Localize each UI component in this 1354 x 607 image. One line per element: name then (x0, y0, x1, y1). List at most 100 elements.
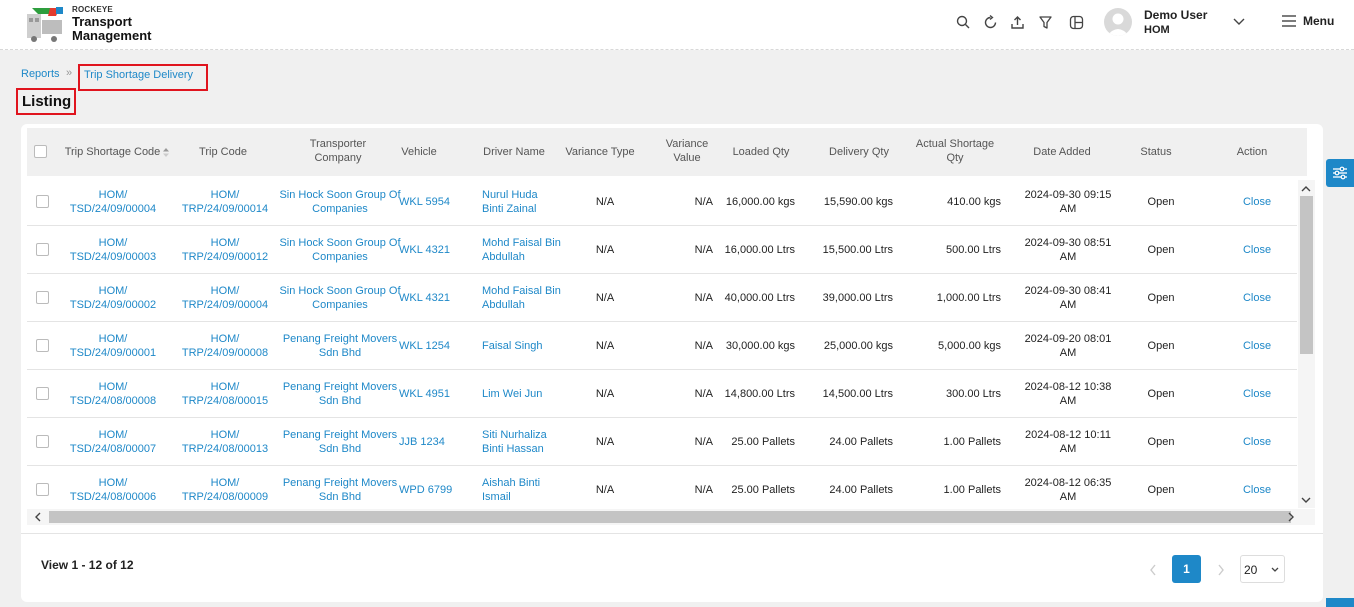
breadcrumb-reports[interactable]: Reports (21, 68, 60, 80)
cell-trip-code[interactable]: HOM/ TRP/24/08/00015 (181, 381, 269, 407)
cell-date-added: 2024-09-30 08:41 AM (1024, 285, 1112, 311)
cell-trip-code[interactable]: HOM/ TRP/24/08/00013 (181, 429, 269, 455)
chevron-down-icon[interactable] (1232, 14, 1246, 32)
menu-button[interactable]: Menu (1281, 14, 1334, 28)
cell-trip-shortage-code[interactable]: HOM/ TSD/24/09/00003 (69, 237, 157, 263)
select-all-checkbox[interactable] (34, 145, 47, 158)
cell-trip-shortage-code[interactable]: HOM/ TSD/24/08/00006 (69, 477, 157, 503)
column-header-delivery-qty[interactable]: Delivery Qty (829, 146, 889, 158)
cell-variance-type: N/A (595, 244, 615, 256)
close-action-link[interactable]: Close (1242, 196, 1272, 208)
cell-delivery-qty: 24.00 Pallets (829, 484, 893, 496)
table-row: HOM/ TSD/24/09/00002 HOM/ TRP/24/09/00004… (27, 274, 1297, 322)
cell-transporter-company[interactable]: Sin Hock Soon Group Of Companies (279, 285, 401, 311)
cell-trip-code[interactable]: HOM/ TRP/24/09/00004 (181, 285, 269, 311)
close-action-link[interactable]: Close (1242, 244, 1272, 256)
bottom-side-tab[interactable] (1326, 598, 1354, 607)
cell-trip-shortage-code[interactable]: HOM/ TSD/24/09/00001 (69, 333, 157, 359)
cell-vehicle[interactable]: WKL 4951 (399, 388, 450, 400)
cell-driver-name[interactable]: Lim Wei Jun (482, 388, 543, 400)
column-header-variance-type[interactable]: Variance Type (565, 146, 635, 158)
column-header-date-added[interactable]: Date Added (1033, 146, 1091, 158)
breadcrumb-separator: » (66, 67, 73, 79)
scroll-left-icon[interactable] (30, 510, 44, 524)
cell-trip-shortage-code[interactable]: HOM/ TSD/24/08/00008 (69, 381, 157, 407)
cell-trip-code[interactable]: HOM/ TRP/24/09/00008 (181, 333, 269, 359)
cell-vehicle[interactable]: WKL 4321 (399, 292, 450, 304)
scroll-down-icon[interactable] (1299, 493, 1313, 507)
cell-trip-code[interactable]: HOM/ TRP/24/08/00009 (181, 477, 269, 503)
cell-vehicle[interactable]: WPD 6799 (399, 484, 453, 496)
user-name[interactable]: Demo User (1144, 8, 1208, 22)
row-checkbox[interactable] (36, 387, 49, 400)
cell-status: Open (1147, 292, 1175, 304)
cell-transporter-company[interactable]: Sin Hock Soon Group Of Companies (279, 237, 401, 263)
cell-variance-value: N/A (694, 244, 713, 256)
cell-transporter-company[interactable]: Sin Hock Soon Group Of Companies (279, 189, 401, 215)
upload-icon[interactable] (1008, 13, 1026, 31)
cell-transporter-company[interactable]: Penang Freight Movers Sdn Bhd (282, 477, 398, 503)
cell-trip-shortage-code[interactable]: HOM/ TSD/24/08/00007 (69, 429, 157, 455)
cell-driver-name[interactable]: Faisal Singh (482, 340, 543, 352)
search-icon[interactable] (954, 13, 972, 31)
cell-transporter-company[interactable]: Penang Freight Movers Sdn Bhd (282, 429, 398, 455)
column-header-actual-shortage-qty[interactable]: Actual Shortage Qty (915, 138, 995, 164)
cell-trip-code[interactable]: HOM/ TRP/24/09/00012 (181, 237, 269, 263)
row-checkbox[interactable] (36, 243, 49, 256)
column-header-driver-name[interactable]: Driver Name (483, 146, 545, 158)
breadcrumb-current[interactable]: Trip Shortage Delivery (78, 64, 208, 91)
cell-driver-name[interactable]: Aishah Binti Ismail (482, 477, 541, 503)
layout-icon[interactable] (1067, 13, 1085, 31)
cell-trip-shortage-code[interactable]: HOM/ TSD/24/09/00002 (69, 285, 157, 311)
cell-driver-name[interactable]: Siti Nurhaliza Binti Hassan (482, 429, 547, 455)
filter-settings-tab[interactable] (1326, 159, 1354, 187)
close-action-link[interactable]: Close (1242, 388, 1272, 400)
horizontal-scrollbar[interactable] (27, 509, 1315, 525)
column-header-vehicle[interactable]: Vehicle (401, 146, 437, 158)
pagination-page-current[interactable]: 1 (1172, 555, 1201, 583)
close-action-link[interactable]: Close (1242, 436, 1272, 448)
column-header-loaded-qty[interactable]: Loaded Qty (732, 146, 790, 158)
scroll-right-icon[interactable] (1284, 510, 1298, 524)
cell-vehicle[interactable]: JJB 1234 (399, 436, 445, 448)
avatar[interactable] (1104, 8, 1132, 36)
horizontal-scroll-thumb[interactable] (49, 511, 1291, 523)
close-action-link[interactable]: Close (1242, 340, 1272, 352)
top-header: ROCKEYE Transport Management Demo User H… (0, 0, 1354, 50)
cell-transporter-company[interactable]: Penang Freight Movers Sdn Bhd (282, 333, 398, 359)
scroll-up-icon[interactable] (1299, 181, 1313, 195)
hamburger-icon (1282, 15, 1296, 27)
cell-vehicle[interactable]: WKL 5954 (399, 196, 450, 208)
cell-trip-code[interactable]: HOM/ TRP/24/09/00014 (181, 189, 269, 215)
row-checkbox[interactable] (36, 195, 49, 208)
row-checkbox[interactable] (36, 483, 49, 496)
vertical-scrollbar[interactable] (1298, 180, 1315, 508)
cell-vehicle[interactable]: WKL 4321 (399, 244, 450, 256)
row-checkbox[interactable] (36, 291, 49, 304)
pagination-prev-icon[interactable] (1143, 558, 1163, 582)
cell-actual-shortage-qty: 1,000.00 Ltrs (936, 292, 1001, 304)
cell-vehicle[interactable]: WKL 1254 (399, 340, 450, 352)
column-header-trip-shortage-code[interactable]: Trip Shortage Code (57, 145, 177, 159)
refresh-icon[interactable] (981, 13, 999, 31)
pagination-next-icon[interactable] (1211, 558, 1231, 582)
cell-transporter-company[interactable]: Penang Freight Movers Sdn Bhd (282, 381, 398, 407)
cell-status: Open (1147, 340, 1175, 352)
cell-variance-value: N/A (694, 388, 713, 400)
cell-status: Open (1147, 244, 1175, 256)
cell-driver-name[interactable]: Mohd Faisal Bin Abdullah (482, 237, 561, 263)
filter-funnel-icon[interactable] (1036, 13, 1054, 31)
vertical-scroll-thumb[interactable] (1300, 196, 1313, 354)
close-action-link[interactable]: Close (1242, 484, 1272, 496)
page-size-select[interactable]: 20 (1240, 555, 1285, 583)
column-header-variance-value[interactable]: Variance Value (665, 138, 709, 164)
row-checkbox[interactable] (36, 435, 49, 448)
cell-trip-shortage-code[interactable]: HOM/ TSD/24/09/00004 (69, 189, 157, 215)
row-checkbox[interactable] (36, 339, 49, 352)
cell-driver-name[interactable]: Nurul Huda Binti Zainal (482, 189, 538, 215)
cell-driver-name[interactable]: Mohd Faisal Bin Abdullah (482, 285, 561, 311)
column-header-transporter-company[interactable]: Transporter Company (309, 138, 367, 164)
column-header-trip-code[interactable]: Trip Code (199, 146, 247, 158)
column-header-status[interactable]: Status (1140, 146, 1172, 158)
close-action-link[interactable]: Close (1242, 292, 1272, 304)
